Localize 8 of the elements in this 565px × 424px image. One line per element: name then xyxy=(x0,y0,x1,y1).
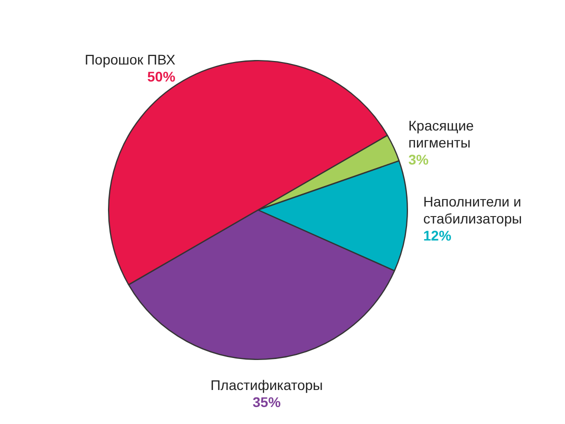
data-label: 35% xyxy=(252,394,282,410)
slice-label: Порошок ПВХ xyxy=(84,52,176,68)
slice-label: Пластификаторы xyxy=(210,377,323,394)
slice-label: Красящие пигменты xyxy=(408,118,474,151)
data-label: 3% xyxy=(408,152,430,168)
slice-label: Наполнители и стабилизаторы xyxy=(423,193,522,226)
data-label: 12% xyxy=(423,227,452,244)
data-label: 50% xyxy=(147,68,176,85)
